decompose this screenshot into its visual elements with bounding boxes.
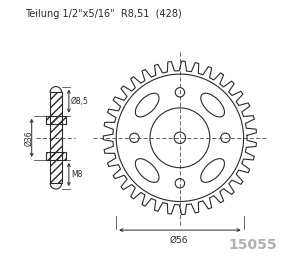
Text: M8: M8 (71, 170, 82, 179)
Text: Teilung 1/2"x5/16"  R8,51  (428): Teilung 1/2"x5/16" R8,51 (428) (25, 9, 182, 19)
Text: Ø56: Ø56 (169, 236, 188, 245)
Text: Ø8,5: Ø8,5 (71, 97, 89, 106)
Bar (46, 152, 66, 160)
Bar (50, 92, 61, 183)
Bar (46, 116, 66, 124)
Text: 15055: 15055 (229, 238, 278, 252)
Text: Ø36: Ø36 (24, 130, 33, 146)
